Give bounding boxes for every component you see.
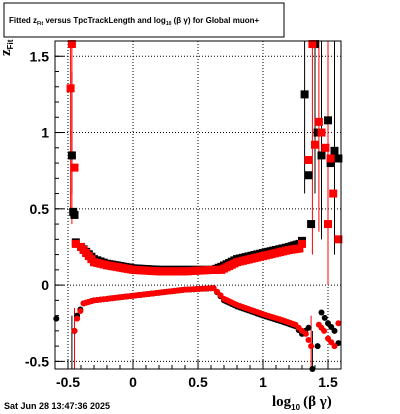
data-point-circle bbox=[331, 327, 338, 334]
data-points bbox=[53, 40, 343, 372]
y-tick-label: -0.5 bbox=[25, 353, 49, 369]
data-point-square bbox=[307, 220, 316, 229]
data-point-square bbox=[330, 146, 339, 155]
data-point-square bbox=[300, 90, 309, 99]
data-point-circle bbox=[302, 330, 309, 337]
data-point-square bbox=[324, 220, 332, 229]
data-point-circle bbox=[318, 309, 325, 316]
data-point-square bbox=[321, 143, 330, 152]
data-point-square bbox=[304, 171, 313, 180]
y-tick-label: 0 bbox=[41, 277, 49, 293]
x-axis-label-sub: 10 bbox=[291, 403, 300, 412]
title-middle-sub: 10 bbox=[166, 21, 172, 27]
axis-ticks bbox=[54, 40, 342, 369]
data-point-square bbox=[67, 40, 76, 49]
x-tick-label: 1.5 bbox=[318, 374, 338, 390]
data-point-square bbox=[298, 239, 306, 248]
data-point-circle bbox=[335, 320, 342, 327]
data-point-circle bbox=[331, 343, 338, 350]
data-point-square bbox=[304, 155, 313, 164]
data-point-square bbox=[311, 140, 319, 149]
data-point-circle bbox=[308, 343, 315, 350]
data-point-circle bbox=[71, 327, 78, 334]
title-prefix: Fitted z bbox=[9, 16, 37, 25]
data-point-square bbox=[67, 151, 76, 160]
x-tick-label: 0 bbox=[129, 374, 137, 390]
x-axis-label: log10 (β γ) bbox=[272, 394, 332, 412]
data-point-square bbox=[326, 154, 335, 163]
data-point-circle bbox=[305, 324, 312, 331]
data-point-square bbox=[317, 128, 326, 137]
y-tick-labels: -0.5 0 0.5 1 1.5 bbox=[25, 48, 49, 369]
data-point-square bbox=[334, 154, 343, 163]
data-point-circle bbox=[74, 315, 81, 322]
data-point-square bbox=[329, 189, 338, 198]
data-point-square bbox=[324, 116, 332, 125]
data-point-square bbox=[70, 210, 79, 219]
data-point-circle bbox=[305, 337, 312, 344]
data-point-square bbox=[70, 163, 79, 172]
data-point-circle bbox=[321, 314, 328, 321]
x-tick-label: 1 bbox=[259, 374, 267, 390]
data-point-circle bbox=[77, 308, 84, 315]
data-point-square bbox=[71, 239, 80, 248]
x-tick-label: -0.5 bbox=[56, 374, 80, 390]
data-point-circle bbox=[53, 315, 60, 322]
title-box bbox=[3, 2, 285, 38]
data-point-square bbox=[66, 84, 75, 93]
y-axis-label-sub: Fit bbox=[6, 39, 15, 49]
chart-title: Fitted zFit versus TpcTrackLength and lo… bbox=[3, 2, 285, 38]
y-axis-label: zFit bbox=[0, 39, 15, 56]
timestamp: Sat Jun 28 13:47:36 2025 bbox=[4, 401, 110, 411]
data-point-square bbox=[308, 40, 317, 49]
y-tick-label: 1.5 bbox=[30, 48, 50, 64]
data-point-circle bbox=[321, 327, 328, 334]
y-axis-label-main: z bbox=[0, 49, 14, 56]
chart-title-text: Fitted zFit versus TpcTrackLength and lo… bbox=[9, 16, 259, 27]
x-tick-label: 0.5 bbox=[188, 374, 208, 390]
title-suffix: (β γ) for Global muon+ bbox=[171, 16, 259, 25]
data-point-square bbox=[326, 159, 335, 168]
data-point-square bbox=[334, 235, 343, 244]
data-point-square bbox=[317, 151, 326, 160]
data-point-square bbox=[314, 117, 323, 126]
data-point-square bbox=[295, 244, 304, 253]
title-prefix-sub: Fit bbox=[37, 21, 43, 27]
y-tick-label: 1 bbox=[41, 125, 49, 141]
data-point-circle bbox=[314, 343, 321, 350]
title-middle: versus TpcTrackLength and log bbox=[43, 16, 166, 25]
x-tick-labels: -0.5 0 0.5 1 1.5 bbox=[56, 374, 338, 390]
x-axis-label-main: log bbox=[272, 394, 292, 410]
x-axis-label-rest: (β γ) bbox=[303, 394, 332, 410]
y-tick-label: 0.5 bbox=[30, 201, 50, 217]
